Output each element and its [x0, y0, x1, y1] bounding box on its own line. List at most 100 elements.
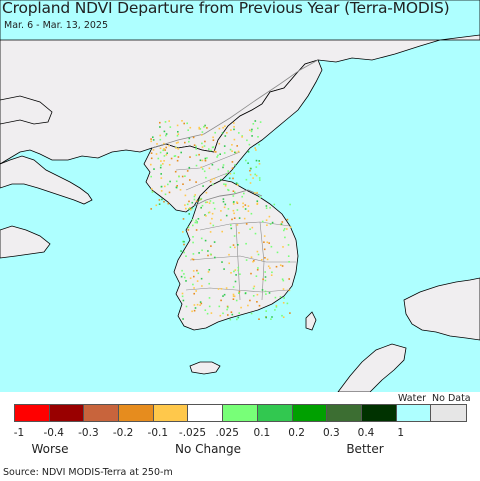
ndvi-pixel — [194, 307, 197, 309]
legend-swatch — [119, 405, 154, 421]
ndvi-pixel — [195, 164, 198, 167]
ndvi-pixel — [185, 305, 188, 308]
ndvi-pixel — [201, 249, 203, 252]
ndvi-pixel — [232, 195, 235, 197]
ndvi-pixel — [218, 305, 221, 308]
ndvi-pixel — [205, 191, 208, 194]
ndvi-pixel — [250, 272, 252, 275]
ndvi-pixel — [256, 200, 259, 202]
ndvi-map: Cropland NDVI Departure from Previous Ye… — [0, 0, 480, 392]
ndvi-pixel — [214, 131, 216, 134]
ndvi-pixel — [212, 183, 214, 186]
ndvi-pixel — [184, 175, 186, 177]
ndvi-pixel — [168, 164, 171, 166]
ndvi-pixel — [159, 126, 161, 128]
ndvi-pixel — [269, 223, 272, 225]
ndvi-pixel — [238, 290, 241, 293]
ndvi-pixel — [150, 140, 152, 143]
ndvi-pixel — [228, 177, 231, 180]
ndvi-pixel — [281, 265, 284, 267]
ndvi-pixel — [181, 269, 183, 272]
ndvi-pixel — [193, 198, 196, 201]
map-subtitle: Mar. 6 - Mar. 13, 2025 — [4, 20, 108, 31]
ndvi-pixel — [231, 167, 234, 170]
ndvi-pixel — [190, 208, 192, 211]
ndvi-pixel — [222, 295, 224, 297]
ndvi-pixel — [258, 143, 260, 146]
ndvi-pixel — [250, 256, 253, 258]
ndvi-pixel — [198, 199, 201, 201]
ndvi-pixel — [188, 213, 190, 215]
ndvi-pixel — [176, 124, 179, 127]
ndvi-pixel — [229, 148, 232, 151]
ndvi-pixel — [258, 318, 260, 320]
ndvi-pixel — [254, 173, 256, 176]
ndvi-pixel — [164, 149, 166, 151]
ndvi-pixel — [288, 278, 290, 280]
ndvi-pixel — [159, 121, 161, 124]
ndvi-pixel — [206, 312, 209, 315]
ndvi-pixel — [181, 120, 183, 122]
ndvi-pixel — [235, 151, 237, 154]
legend-swatch — [188, 405, 224, 421]
ndvi-pixel — [255, 166, 258, 168]
ndvi-pixel — [204, 140, 206, 143]
ndvi-pixel — [225, 173, 228, 176]
ndvi-pixel — [192, 270, 195, 272]
ndvi-speckles — [150, 120, 292, 321]
ndvi-pixel — [164, 121, 167, 123]
ndvi-pixel — [253, 260, 255, 262]
ndvi-pixel — [185, 280, 187, 282]
ndvi-pixel — [191, 207, 194, 210]
ndvi-pixel — [182, 183, 184, 185]
ndvi-pixel — [212, 146, 215, 148]
japan-honshu — [403, 277, 480, 341]
ndvi-pixel — [234, 280, 237, 283]
ndvi-pixel — [182, 231, 184, 233]
ndvi-pixel — [289, 312, 291, 314]
ndvi-pixel — [201, 159, 204, 162]
ndvi-pixel — [210, 149, 212, 152]
legend-swatch — [84, 405, 120, 421]
ndvi-pixel — [204, 159, 207, 162]
ndvi-pixel — [222, 164, 225, 166]
ndvi-pixel — [283, 229, 285, 232]
ndvi-pixel — [265, 219, 268, 221]
ndvi-pixel — [165, 134, 167, 137]
ndvi-pixel — [247, 304, 249, 307]
ndvi-pixel — [233, 128, 235, 131]
ndvi-pixel — [201, 142, 203, 145]
ndvi-pixel — [226, 132, 228, 134]
ndvi-pixel — [229, 172, 232, 175]
ndvi-pixel — [150, 188, 153, 190]
ndvi-pixel — [256, 293, 259, 296]
ndvi-pixel — [173, 155, 176, 157]
ndvi-pixel — [232, 286, 235, 288]
ndvi-pixel — [208, 211, 211, 214]
ndvi-pixel — [271, 271, 273, 274]
ndvi-pixel — [188, 140, 190, 143]
ndvi-pixel — [233, 235, 236, 237]
ndvi-pixel — [164, 185, 166, 188]
ndvi-pixel — [193, 287, 195, 289]
ndvi-pixel — [281, 314, 283, 317]
ndvi-pixel — [266, 258, 269, 261]
ndvi-pixel — [193, 195, 196, 198]
ndvi-pixel — [223, 293, 226, 296]
ndvi-pixel — [180, 151, 182, 154]
ndvi-pixel — [189, 207, 191, 209]
ndvi-pixel — [256, 203, 258, 205]
ndvi-pixel — [254, 232, 257, 235]
ndvi-pixel — [182, 299, 185, 302]
ndvi-pixel — [224, 135, 227, 137]
ndvi-pixel — [234, 269, 237, 271]
ndvi-pixel — [160, 185, 163, 188]
ndvi-pixel — [175, 142, 178, 144]
legend-tick-label: -1 — [13, 427, 25, 439]
ndvi-pixel — [213, 177, 216, 180]
ndvi-pixel — [166, 152, 168, 154]
ndvi-pixel — [150, 152, 153, 154]
ndvi-pixel — [249, 228, 251, 230]
ndvi-pixel — [268, 215, 271, 218]
ndvi-pixel — [235, 274, 237, 276]
